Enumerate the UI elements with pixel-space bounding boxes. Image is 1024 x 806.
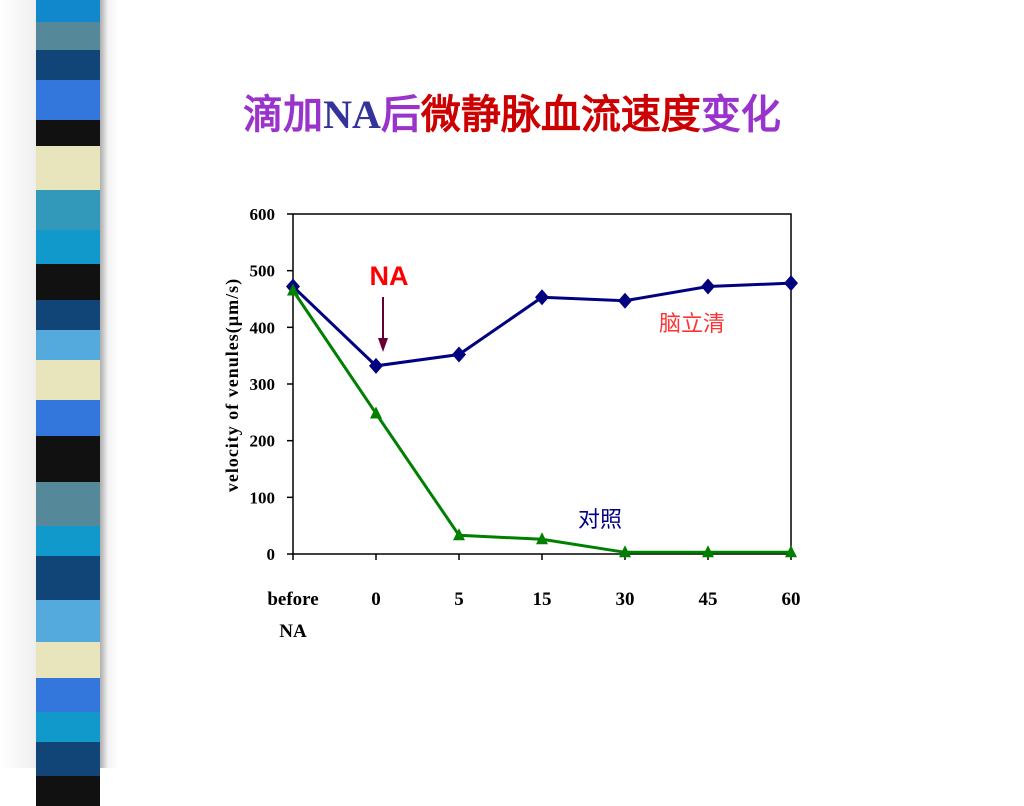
triangle-point [453,528,465,541]
stripe-segment [36,300,100,330]
stripe-segment [36,556,100,600]
decorative-stripe-column [36,0,100,806]
stripe-segment [36,22,100,50]
stripe-segment [36,400,100,436]
stripe-segment [36,712,100,742]
triangle-point [536,532,548,545]
series-label-control: 对照 [578,508,622,533]
stripe-segment [36,776,100,806]
title-part-2: NA [323,92,381,137]
na-arrow-head [378,338,388,352]
triangle-point [287,283,299,296]
x-tick-label: 60 [782,589,801,610]
stripe-segment [36,330,100,360]
triangle-point [619,545,631,558]
stripe-segment [36,264,100,300]
stripe-shadow [100,0,108,768]
y-tick-label: 400 [250,318,276,337]
y-tick-label: 100 [250,488,276,507]
stripe-segment [36,190,100,230]
y-tick-label: 300 [250,375,276,394]
stripe-segment [36,230,100,264]
series-label-brain: 脑立清 [659,312,725,337]
triangle-point [702,545,714,558]
stripe-segment [36,360,100,400]
title-part-5: 变化 [700,92,781,138]
stripe-segment [36,678,100,712]
diamond-point [784,275,798,292]
triangle-point [370,406,382,419]
title-part-4: 微静脉血流速度 [420,92,701,138]
stripe-segment [36,146,100,190]
x-tick-label: before NA [267,589,318,642]
title-part-3: 后 [380,92,421,138]
stripe-segment [36,50,100,80]
y-tick-label: 500 [250,262,276,281]
stripe-segment [36,482,100,526]
y-tick-label: 600 [250,205,276,224]
diamond-point [535,289,549,306]
title-part-1: 滴加 [243,92,324,138]
y-tick-label: 0 [267,545,276,564]
y-axis-label: velocity of venules(µm/s) [222,278,243,492]
x-tick-label: 15 [533,589,552,610]
diamond-point [701,278,715,295]
x-tick-label: 45 [699,589,718,610]
stripe-segment [36,642,100,678]
diamond-point [369,357,383,374]
na-annotation: NA [370,261,409,291]
slide-title: 滴加NA后微静脉血流速度变化 [0,82,1024,140]
stripe-segment [36,0,100,22]
stripe-segment [36,526,100,556]
x-tick-label: 0 [371,589,381,610]
x-tick-label: 30 [616,589,635,610]
diamond-point [618,292,632,309]
x-tick-label: 5 [454,589,464,610]
plot-frame [292,213,792,555]
stripe-segment [36,600,100,642]
line-chart: 0 100 200 300 400 500 600 before NA 0 5 15 30 45 60 vel… [222,205,801,642]
diamond-point [452,346,466,363]
y-tick-label: 200 [250,432,276,451]
stripe-segment [36,120,100,146]
stripe-segment [36,436,100,482]
stripe-segment [36,80,100,120]
triangle-point [785,545,797,558]
